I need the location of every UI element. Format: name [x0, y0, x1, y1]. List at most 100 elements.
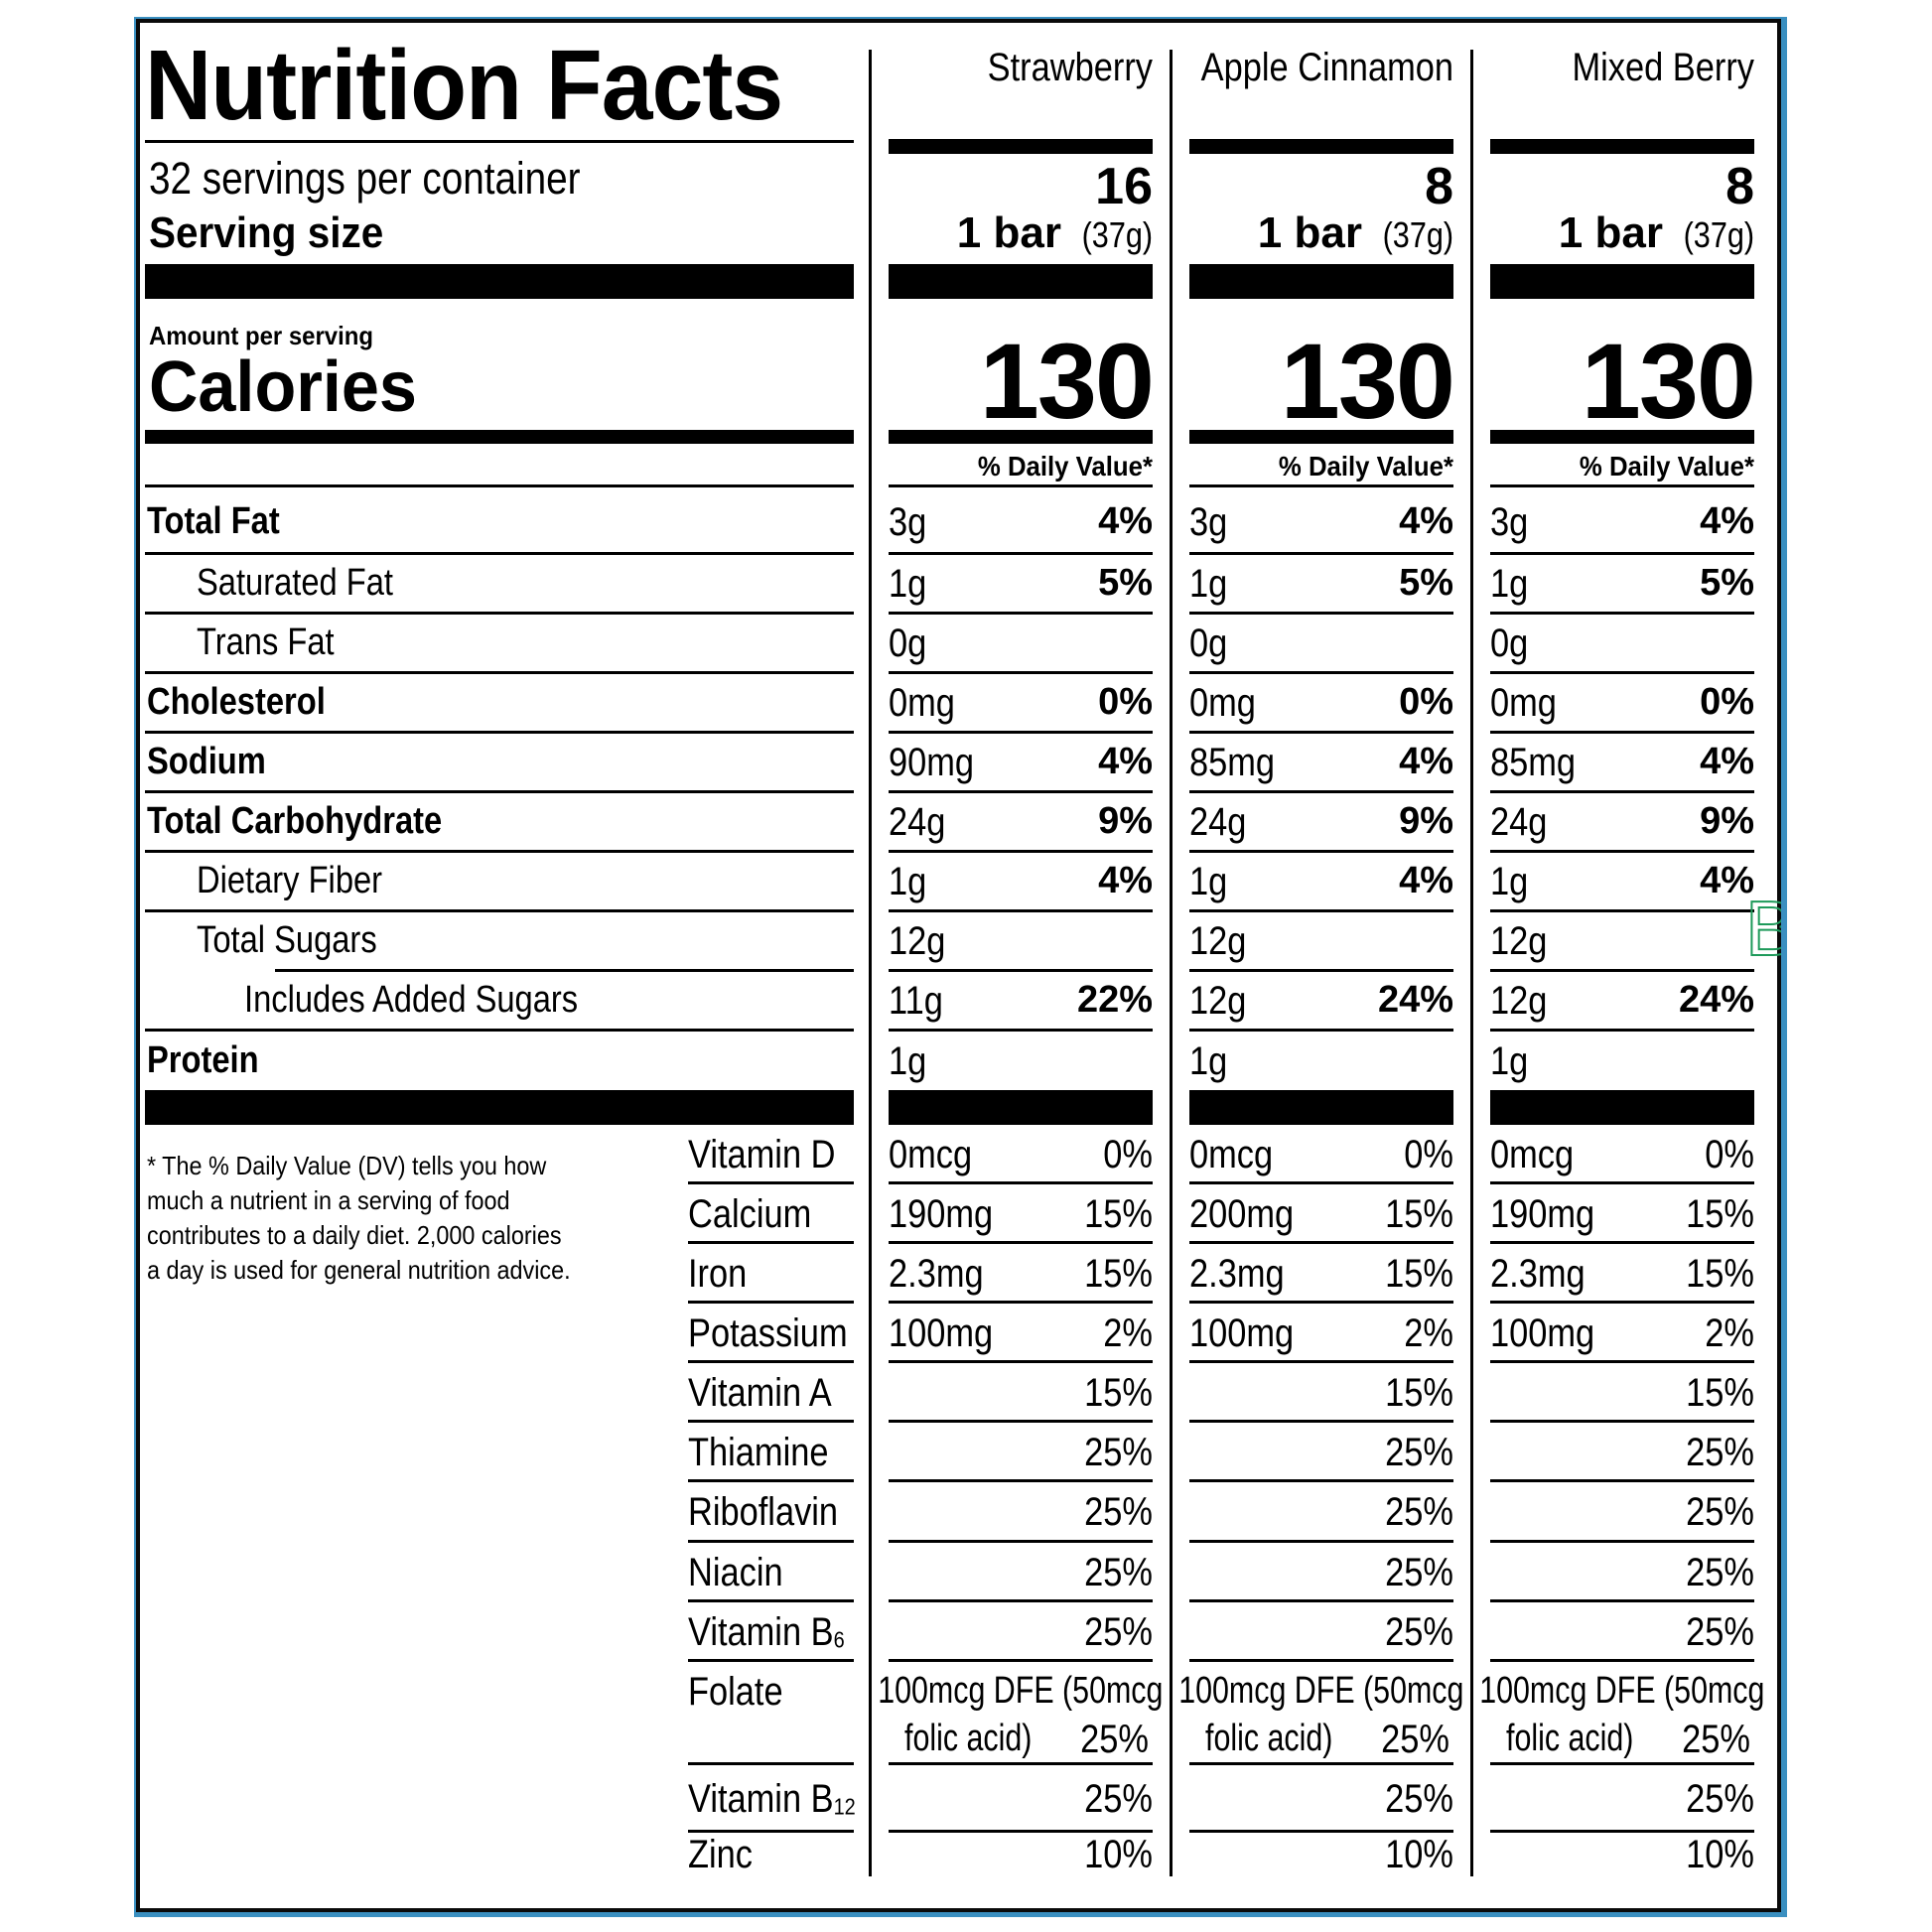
nutrient-rule	[275, 969, 854, 972]
vitamin-dv: 25%	[1385, 1776, 1453, 1821]
vitamin-dv: 25%	[1686, 1550, 1754, 1594]
vitamin-rule	[1490, 1830, 1754, 1833]
vitamin-dv: 15%	[1385, 1191, 1453, 1236]
vitamin-rule	[1189, 1540, 1453, 1543]
thick-bar-serving	[1189, 264, 1453, 299]
vitamin-rule	[889, 1599, 1153, 1602]
vitamin-label-text: Vitamin A	[688, 1370, 832, 1415]
nutrient-dv: 0%	[1098, 681, 1153, 723]
nutrient-amount: 1g	[1490, 1039, 1529, 1083]
nutrient-dv: 4%	[1399, 499, 1453, 542]
vitamin-label-text: Niacin	[688, 1550, 783, 1594]
serving-size: 1 bar (37g)	[849, 211, 1153, 255]
nutrient-dv: 0%	[1700, 681, 1754, 723]
nutrient-rule	[889, 612, 1153, 615]
vitamin-dv: 25%	[1084, 1430, 1153, 1474]
vitamin-dv: 25%	[1385, 1550, 1453, 1594]
nutrient-amount: 12g	[1490, 919, 1548, 963]
nutrient-rule	[1490, 1029, 1754, 1032]
vitamin-dv: 15%	[1385, 1251, 1453, 1296]
nutrient-dv: 4%	[1098, 741, 1153, 782]
nutrient-amount: 3g	[889, 499, 927, 544]
nutrient-rule	[1189, 850, 1453, 853]
nutrient-amount: 0g	[889, 621, 927, 665]
medium-bar-calories	[889, 430, 1153, 444]
vitamin-rule	[688, 1659, 854, 1662]
vitamin-rule	[889, 1762, 1153, 1765]
vitamin-rule	[688, 1301, 854, 1304]
nutrient-dv: 0%	[1399, 681, 1453, 723]
daily-value-header: % Daily Value*	[1278, 451, 1453, 482]
vitamin-label-text: Vitamin D	[688, 1132, 836, 1176]
nutrient-label-added-sugars: Includes Added Sugars	[244, 979, 579, 1021]
vitamin-dv: 25%	[1381, 1718, 1449, 1761]
serving-size-label: Serving size	[149, 208, 384, 257]
vitamin-rule	[889, 1301, 1153, 1304]
thick-bar-protein	[1189, 1090, 1453, 1125]
vitamin-dv: 25%	[1686, 1609, 1754, 1654]
nutrient-amount: 12g	[1189, 919, 1247, 963]
nutrient-amount: 0mg	[1189, 681, 1256, 725]
vitamin-dv: 10%	[1084, 1833, 1153, 1876]
product-name: Mixed Berry	[1572, 46, 1754, 89]
vitamin-rule	[1490, 1181, 1754, 1184]
nutrient-rule	[889, 969, 1153, 972]
nutrient-rule	[889, 1029, 1153, 1032]
serving-size-unit: 1 bar	[1257, 208, 1362, 257]
vitamin-amount: 100mg	[889, 1311, 994, 1355]
vitamin-dv: 15%	[1385, 1370, 1453, 1415]
vitamin-dv: 2%	[1103, 1311, 1153, 1355]
vitamin-dv: 10%	[1385, 1833, 1453, 1876]
vitamin-dv: 25%	[1686, 1490, 1754, 1534]
folate-amount-line1: 100mcg DFE (50mcg	[1479, 1670, 1765, 1712]
nutrient-rule	[889, 671, 1153, 674]
folate-amount-line1: 100mcg DFE (50mcg	[878, 1670, 1164, 1712]
nutrient-amount: 3g	[1490, 499, 1529, 544]
vitamin-rule	[1189, 1301, 1453, 1304]
vitamin-dv: 0%	[1404, 1132, 1453, 1176]
vitamin-dv: 25%	[1686, 1776, 1754, 1821]
nutrient-dv: 9%	[1399, 800, 1453, 842]
nutrient-rule	[145, 612, 854, 615]
nutrient-amount: 1g	[889, 860, 927, 903]
vitamin-rule	[688, 1599, 854, 1602]
vitamin-rule	[1490, 1360, 1754, 1363]
label-frame	[136, 19, 1781, 1912]
thick-bar-serving	[145, 264, 854, 299]
vitamin-label-folate: Folate	[688, 1672, 783, 1712]
column-divider-3	[1470, 50, 1473, 1876]
vitamin-dv: 15%	[1084, 1370, 1153, 1415]
vitamin-label-text: Calcium	[688, 1191, 812, 1236]
vitamin-rule	[1189, 1659, 1453, 1662]
nutrient-dv: 4%	[1098, 860, 1153, 901]
nutrient-dv: 5%	[1700, 562, 1754, 604]
vitamin-label-subscript: 6	[833, 1625, 845, 1652]
nutrient-dv: 5%	[1399, 562, 1453, 604]
vitamin-rule	[1490, 1540, 1754, 1543]
vitamin-dv: 25%	[1385, 1490, 1453, 1534]
nutrient-dv: 4%	[1700, 741, 1754, 782]
medium-bar-calories	[145, 430, 854, 444]
vitamin-dv: 15%	[1084, 1251, 1153, 1296]
nutrient-rule	[145, 909, 854, 912]
nutrient-amount: 12g	[889, 919, 946, 963]
vitamin-label-vitamin-a: Vitamin A	[688, 1373, 832, 1413]
nutrient-rule	[1189, 671, 1453, 674]
overlay-letter-artifact: B	[1745, 889, 1781, 968]
vitamin-amount: 0mcg	[1490, 1132, 1575, 1176]
serving-size-unit: 1 bar	[1558, 208, 1663, 257]
nutrient-amount: 1g	[889, 562, 927, 606]
nutrient-amount: 1g	[1189, 1039, 1228, 1083]
nutrient-rule	[889, 552, 1153, 555]
servings-per-container: 32 servings per container	[149, 153, 581, 204]
nutrient-label-trans-fat: Trans Fat	[197, 621, 335, 663]
vitamin-rule	[889, 1360, 1153, 1363]
thick-bar-serving	[1490, 264, 1754, 299]
vitamin-rule	[688, 1762, 854, 1765]
nutrient-rule	[889, 731, 1153, 734]
thick-bar-protein	[889, 1090, 1153, 1125]
vitamin-dv: 25%	[1385, 1609, 1453, 1654]
vitamin-dv: 2%	[1705, 1311, 1754, 1355]
vitamin-label-text: Potassium	[688, 1311, 848, 1355]
vitamin-rule	[1490, 1420, 1754, 1423]
